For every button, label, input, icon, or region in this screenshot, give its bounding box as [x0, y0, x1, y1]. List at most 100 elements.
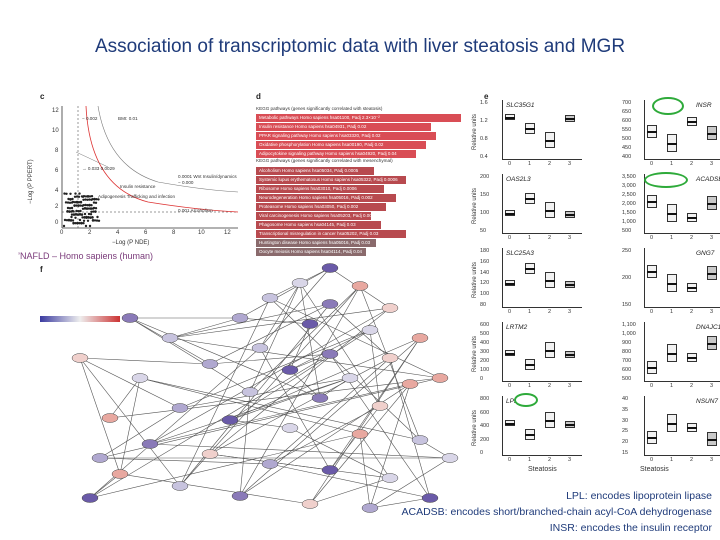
network-edge [359, 285, 421, 441]
network-node [411, 435, 429, 445]
boxplot-xtick: 1 [528, 457, 532, 463]
volcano-point [66, 206, 70, 210]
volcano-point [84, 195, 88, 198]
boxplot-ytick: 0.8 [480, 136, 488, 142]
boxplot-ytick: 500 [622, 136, 632, 142]
network-node [351, 281, 369, 291]
boxplot-ytick: 450 [622, 145, 632, 151]
boxplot-ytick: 100 [480, 210, 490, 216]
volcano-ytick: 4 [55, 188, 59, 194]
volcano-point [75, 200, 79, 204]
volcano-point [72, 221, 75, 225]
volcano-point [86, 204, 89, 207]
boxplot-xtick: 0 [650, 161, 654, 167]
boxplot-xtick: 3 [568, 161, 572, 167]
network-edge [309, 477, 391, 505]
box-median [505, 213, 515, 215]
network-edge [289, 323, 311, 371]
gene-label: SLC35G1 [506, 102, 535, 109]
box-median [707, 439, 717, 441]
pathway-bar: Systemic lupus erythematosus Homo sapien… [256, 176, 406, 184]
volcano-xtick: 8 [172, 230, 176, 236]
volcano-point [81, 216, 84, 219]
boxplot-ytick: 80 [480, 302, 487, 308]
boxplot-xtick: 3 [568, 235, 572, 241]
boxplot-xtick: 0 [650, 309, 654, 315]
network-node [171, 403, 189, 413]
network-node [121, 313, 139, 323]
network-edge [209, 353, 331, 365]
volcano-point [88, 203, 91, 207]
network-node [381, 303, 399, 313]
network-node [381, 353, 399, 363]
nafld-label: ’NAFLD – Homo sapiens (human) [18, 251, 154, 261]
boxplot-ytick: 550 [622, 127, 632, 133]
boxplot-grid: SLC35G1 1.6 1.2 0.8 0.4 0 1 2 3 Relative units INS… [472, 96, 720, 482]
box-median [667, 353, 677, 355]
boxplot-ylabel: Relative units [472, 335, 478, 372]
network-edge [329, 405, 381, 471]
pathway-bar-label: Ribosome Homo sapiens hsa03010, Padj 0.0… [259, 186, 357, 191]
box-median [525, 364, 535, 366]
box-median [707, 203, 717, 205]
network-node [261, 459, 279, 469]
box-median [505, 353, 515, 355]
volcano-point [62, 224, 66, 228]
network-edge [169, 317, 241, 339]
volcano-point [93, 219, 97, 222]
network-edge [369, 497, 431, 509]
volcano-point [87, 216, 90, 219]
boxplot-ytick: 650 [622, 109, 632, 115]
network-edge [79, 357, 211, 365]
network-node [401, 379, 419, 389]
panel-label-c: c [40, 92, 45, 101]
volcano-point [65, 219, 69, 222]
box-median [545, 350, 555, 352]
volcano-annotation: 0.001 Alcoholism [178, 208, 213, 213]
box-median [687, 217, 697, 219]
pathway-bar-label: Huntington disease Homo sapiens hsa05016… [259, 240, 371, 245]
pathway-bar-label: Oxidative phosphorylation Homo sapiens h… [259, 142, 384, 147]
pathway-bar-label: Proteasome Homo sapiens hsa03050, Padj 0… [259, 204, 359, 209]
boxplot-ytick: 250 [622, 248, 632, 254]
volcano-point [93, 197, 96, 201]
volcano-point [82, 198, 85, 201]
volcano-point [90, 195, 94, 198]
boxplot-ytick: 180 [480, 248, 490, 254]
box-median [545, 420, 555, 422]
network-edge [229, 337, 421, 421]
network-node [411, 333, 429, 343]
network-edge [149, 377, 351, 445]
volcano-point [94, 201, 98, 204]
boxplot-xtick: 0 [508, 383, 512, 389]
network-edge [179, 297, 271, 487]
boxplot-ytick: 700 [622, 100, 632, 106]
volcano-point [83, 212, 87, 216]
volcano-point [78, 192, 81, 195]
box-median [545, 210, 555, 212]
volcano-point [70, 206, 74, 210]
boxplot-xtick: 3 [710, 457, 714, 463]
network-node [231, 491, 249, 501]
box-median [525, 128, 535, 130]
boxplot-xtick: 2 [690, 457, 694, 463]
network-node [421, 493, 439, 503]
boxplot-xtick: 2 [690, 383, 694, 389]
network-edge [369, 457, 451, 509]
pathway-bar: Phagosome Homo sapiens hsa04145, Padj 0.… [256, 221, 381, 229]
boxplot-xtick: 2 [548, 309, 552, 315]
volcano-point [71, 200, 75, 204]
volcano-point [73, 204, 76, 207]
network-edge [239, 317, 311, 325]
pathway-bar-label: PPAR signaling pathway Homo sapiens hsa0… [259, 133, 381, 138]
network-node [431, 373, 449, 383]
boxplot-cell [644, 248, 720, 308]
boxplot-ylabel: Relative units [472, 113, 478, 150]
network-edge [149, 383, 411, 445]
network-edge [259, 282, 301, 349]
network-node [241, 387, 259, 397]
network-edge [79, 357, 181, 409]
pathway-bar: Transcriptional misregulation in cancer … [256, 230, 406, 238]
boxplot-ytick: 800 [480, 396, 490, 402]
boxplot-xtick: 2 [690, 235, 694, 241]
